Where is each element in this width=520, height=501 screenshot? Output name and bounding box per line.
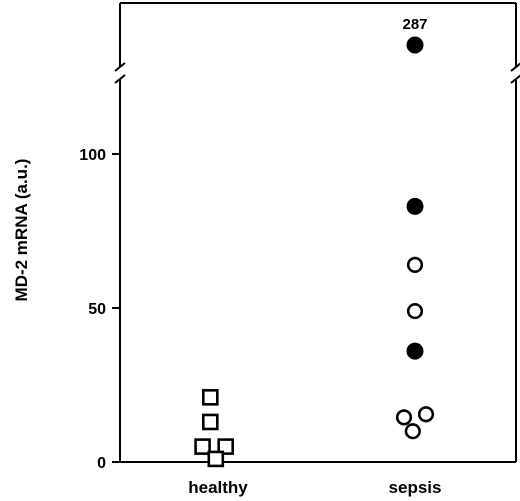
open-circle-point: [395, 409, 413, 426]
open-circle-point: [404, 423, 421, 440]
open-circle-point: [406, 256, 424, 273]
open-circle-point: [417, 406, 435, 423]
y-axis: 0 50 100: [79, 147, 120, 472]
x-axis: healthy sepsis: [188, 478, 441, 497]
annotations: 287: [402, 16, 427, 33]
y-tick-label: 100: [79, 147, 106, 164]
y-axis-label: MD-2 mRNA (a.u.): [12, 159, 31, 302]
plot-frame: [114, 2, 520, 463]
filled-circle-point: [406, 342, 424, 360]
open-square-point: [207, 450, 225, 468]
axis-break-left-2: [114, 74, 126, 84]
open-circle-point: [406, 302, 424, 320]
x-category-label: sepsis: [389, 478, 442, 497]
open-square-point: [202, 389, 219, 406]
open-square-point: [194, 438, 211, 455]
axis-break-right-1: [510, 62, 520, 72]
y-tick-label: 50: [88, 301, 106, 318]
data-points: [194, 36, 435, 468]
filled-circle-point: [406, 197, 424, 215]
filled-circle-point: [406, 36, 424, 54]
axis-break-left-1: [114, 62, 126, 72]
y-tick-label: 0: [97, 455, 106, 472]
x-category-label: healthy: [188, 478, 248, 497]
open-square-point: [217, 438, 234, 455]
axis-break-right-2: [510, 74, 520, 84]
value-annotation: 287: [402, 16, 427, 33]
open-square-point: [202, 413, 219, 431]
